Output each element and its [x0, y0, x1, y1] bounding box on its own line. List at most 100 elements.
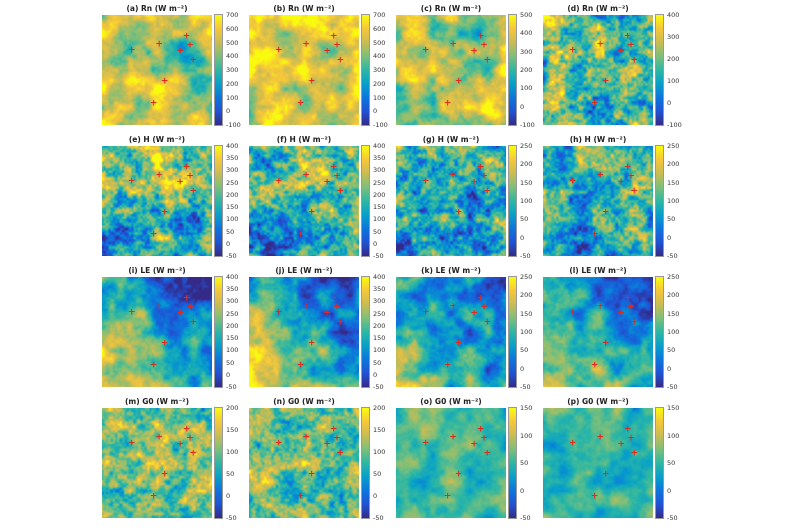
colorbar-tick-label: 0	[226, 239, 231, 248]
heatmap-canvas-h	[543, 146, 653, 256]
panel-body: + + + + + + + + 400 350 300 250 200 150 100 50 0 -50	[102, 141, 249, 259]
panel-title-n: (n) G0 (W m⁻²)	[273, 397, 335, 406]
panel-title-j: (j) LE (W m⁻²)	[275, 266, 333, 275]
colorbar-wrap: 400 350 300 250 200 150 100 50 0 -50	[361, 274, 396, 390]
colorbar	[508, 276, 517, 388]
panel-body: + + + + + + + + 150 100 50 0 -50	[396, 405, 543, 521]
heatmap-f: + + + + + + + +	[249, 146, 359, 256]
colorbar-tick-label: 50	[520, 458, 529, 467]
colorbar-tick-label: 200	[373, 79, 386, 88]
colorbar-tick-label: 150	[373, 425, 386, 434]
colorbar-tick-label: 100	[226, 447, 239, 456]
colorbar-tick-label: 0	[226, 370, 231, 379]
colorbar-tick-label: 100	[226, 215, 239, 224]
colorbar-tick-label: -100	[373, 120, 388, 129]
colorbar-wrap: 250 200 150 100 50 0 -50	[508, 274, 543, 390]
colorbar-tick-label: 200	[667, 160, 680, 169]
colorbar-tick-label: 0	[373, 239, 378, 248]
panel-body: + + + + + + + + 500 400 300 200 100 0 -100	[396, 10, 543, 128]
colorbar-tick-label: 100	[373, 93, 386, 102]
colorbar-tick-label: 50	[520, 215, 529, 224]
heatmap-b: + + + + + + + +	[249, 15, 359, 125]
colorbar-tick-label: 0	[667, 486, 672, 495]
colorbar-tick-label: 50	[373, 227, 382, 236]
heatmap-d: + + + + + + + +	[543, 15, 653, 125]
colorbar-tick-label: 100	[520, 431, 533, 440]
colorbar-tick-label: 300	[520, 47, 533, 56]
colorbar-tick-label: 200	[520, 291, 533, 300]
colorbar-tick-label: 500	[373, 38, 386, 47]
colorbar-tick-label: 500	[226, 38, 239, 47]
colorbar-tick-label: 200	[373, 403, 386, 412]
colorbar-tick-label: 0	[373, 107, 378, 115]
colorbar-tick-label: -50	[226, 382, 237, 391]
panel-body: + + + + + + + + 400 350 300 250 200 150 100 50 0 -50	[102, 274, 249, 390]
heatmap-m: + + + + + + + +	[102, 408, 212, 518]
colorbar-tick-label: 100	[520, 196, 533, 205]
colorbar-tick-label: 350	[226, 284, 239, 293]
colorbar	[361, 14, 370, 126]
colorbar-tick-label: 0	[667, 364, 672, 373]
colorbar-tick-label: 200	[667, 291, 680, 300]
panel-d: (d) Rn (W m⁻²) + + + + + + + + 400 300 200 100 0 -100	[543, 3, 690, 134]
colorbar-tick-label: -100	[520, 120, 535, 129]
panel-body: + + + + + + + + 400 300 200 100 0 -100	[543, 12, 690, 128]
colorbar-tick-label: 500	[520, 10, 533, 19]
heatmap-canvas-m	[102, 408, 212, 518]
colorbar	[655, 145, 664, 257]
colorbar	[361, 407, 370, 519]
colorbar-tick-label: 50	[667, 215, 676, 224]
heatmap-i: + + + + + + + +	[102, 277, 212, 387]
colorbar-tick-label: 100	[373, 215, 386, 224]
colorbar-tick-label: 600	[373, 24, 386, 33]
colorbar-tick-label: 300	[226, 297, 239, 306]
colorbar-tick-label: 0	[373, 491, 378, 500]
colorbar-wrap: 150 100 50 0 -50	[508, 405, 543, 521]
colorbar-tick-label: 350	[226, 153, 239, 162]
colorbar-wrap: 150 100 50 0 -50	[655, 405, 690, 521]
panel-h: (h) H (W m⁻²) + + + + + + + + 250 200 150 100 50 0 -50	[543, 134, 690, 265]
heatmap-canvas-l	[543, 277, 653, 387]
colorbar	[214, 14, 223, 126]
panel-body: + + + + + + + + 150 100 50 0 -50	[543, 405, 690, 521]
heatmap-n: + + + + + + + +	[249, 408, 359, 518]
heatmap-canvas-o	[396, 408, 506, 518]
panel-body: + + + + + + + + 250 200 150 100 50 0 -50	[543, 143, 690, 259]
colorbar-wrap: 250 200 150 100 50 0 -50	[508, 143, 543, 259]
panel-n: (n) G0 (W m⁻²) + + + + + + + + 200 150 100 50 0 -50	[249, 396, 396, 527]
panel-body: + + + + + + + + 700 600 500 400 300 200 100 0 -100	[102, 10, 249, 128]
colorbar	[508, 14, 517, 126]
panel-title-h: (h) H (W m⁻²)	[569, 135, 627, 144]
colorbar-tick-label: 300	[667, 32, 680, 41]
colorbar-tick-label: 250	[373, 309, 386, 318]
colorbar-tick-label: 400	[226, 141, 239, 150]
colorbar-tick-label: 400	[226, 52, 239, 60]
colorbar-tick-label: 250	[667, 272, 680, 281]
colorbar-tick-label: 100	[667, 196, 680, 205]
colorbar	[214, 145, 223, 257]
heatmap-k: + + + + + + + +	[396, 277, 506, 387]
colorbar-tick-label: 50	[373, 469, 382, 478]
colorbar	[214, 276, 223, 388]
colorbar-tick-label: 0	[520, 486, 525, 495]
colorbar-tick-label: 200	[226, 403, 239, 412]
colorbar-tick-label: 50	[226, 227, 235, 236]
colorbar-tick-label: 0	[373, 370, 378, 379]
colorbar	[655, 14, 664, 126]
heatmap-canvas-d	[543, 15, 653, 125]
heatmap-canvas-i	[102, 277, 212, 387]
colorbar-tick-label: 50	[520, 346, 529, 355]
colorbar-tick-label: 150	[667, 309, 680, 318]
panel-k: (k) LE (W m⁻²) + + + + + + + + 250 200 150 100 50 0 -50	[396, 265, 543, 396]
heatmap-canvas-p	[543, 408, 653, 518]
colorbar-tick-label: -50	[520, 382, 531, 391]
colorbar-tick-label: 200	[226, 79, 239, 88]
colorbar-tick-label: -50	[226, 251, 237, 260]
colorbar-tick-label: 700	[226, 10, 239, 19]
panel-title-a: (a) Rn (W m⁻²)	[126, 4, 188, 13]
colorbar-tick-label: 200	[667, 54, 680, 63]
colorbar-tick-label: 350	[373, 284, 386, 293]
panel-title-f: (f) H (W m⁻²)	[276, 135, 332, 144]
colorbar-tick-label: 350	[373, 153, 386, 162]
heatmap-canvas-k	[396, 277, 506, 387]
